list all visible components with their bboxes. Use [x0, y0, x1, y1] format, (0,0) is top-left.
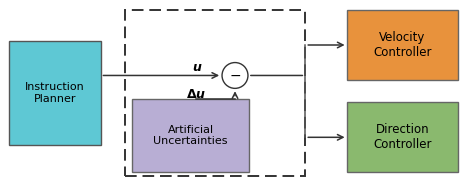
FancyBboxPatch shape: [132, 99, 249, 172]
Text: $\boldsymbol{\Delta u}$: $\boldsymbol{\Delta u}$: [186, 88, 206, 101]
FancyBboxPatch shape: [347, 102, 458, 172]
Text: −: −: [229, 68, 241, 82]
Text: Artificial
Uncertainties: Artificial Uncertainties: [153, 125, 228, 146]
Text: Direction
Controller: Direction Controller: [373, 123, 432, 151]
Text: Instruction
Planner: Instruction Planner: [25, 82, 85, 104]
Text: Velocity
Controller: Velocity Controller: [373, 31, 432, 59]
FancyBboxPatch shape: [347, 10, 458, 80]
FancyBboxPatch shape: [9, 41, 101, 145]
Ellipse shape: [222, 62, 248, 88]
Text: $\boldsymbol{u}$: $\boldsymbol{u}$: [192, 61, 203, 74]
